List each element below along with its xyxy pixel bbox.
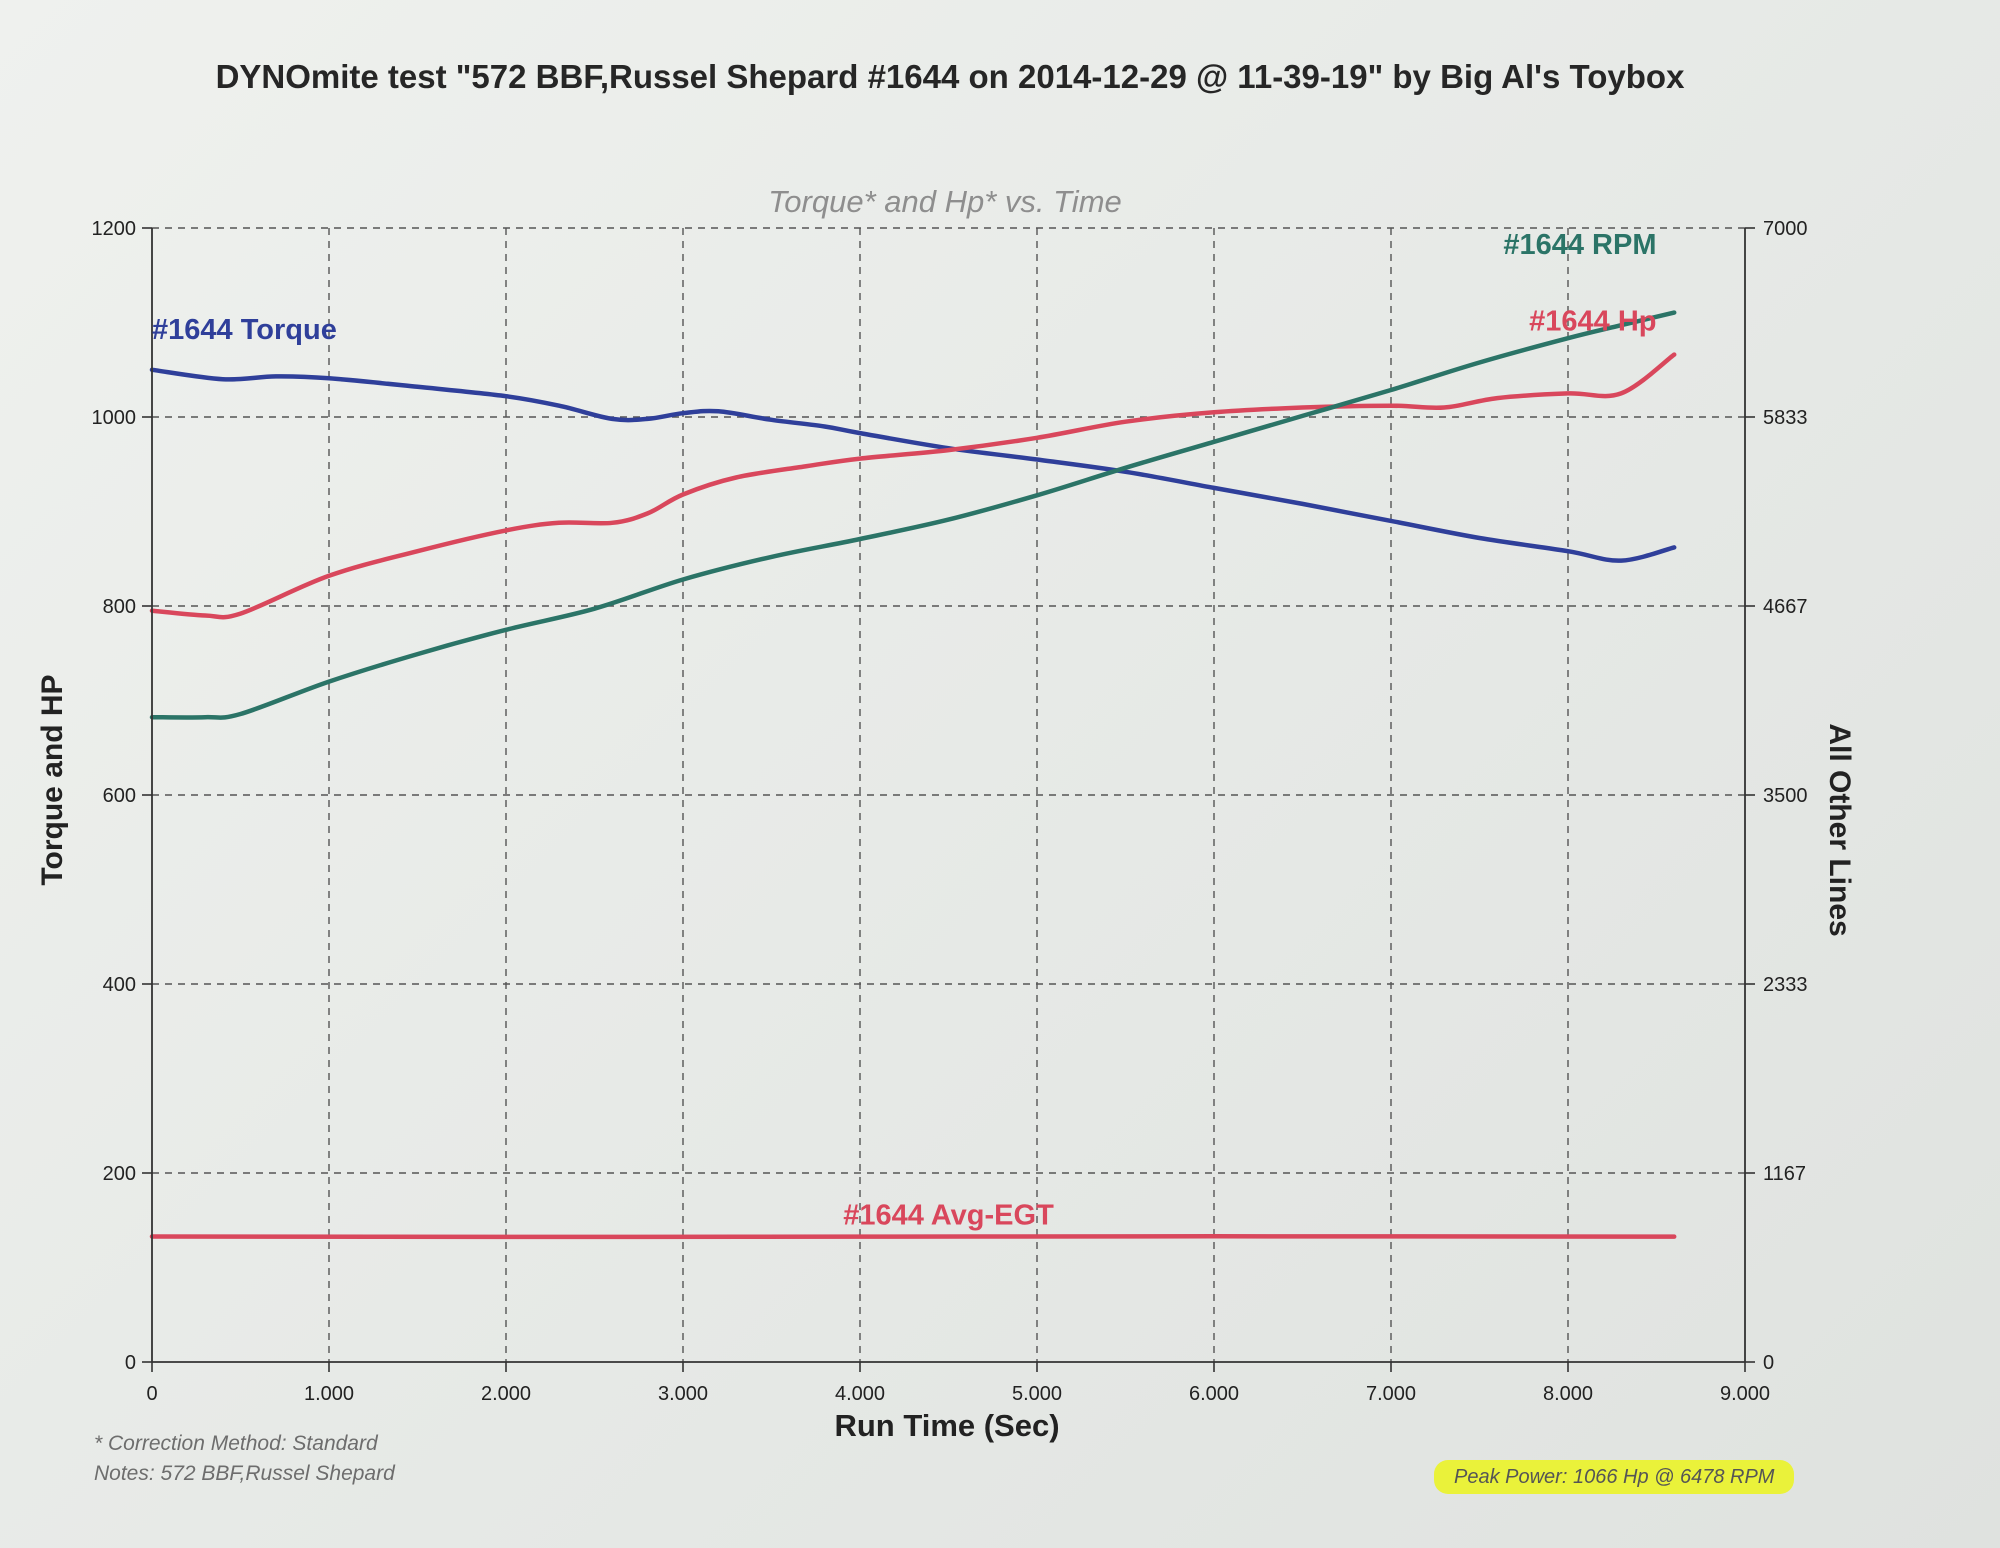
y-tick-label: 1000 — [92, 407, 137, 429]
correction-method-note: * Correction Method: Standard — [94, 1432, 378, 1455]
x-tick-label: 6.000 — [1189, 1383, 1239, 1405]
x-tick-label: 3.000 — [658, 1383, 708, 1405]
x-tick-label: 7.000 — [1366, 1383, 1416, 1405]
chart-title: Torque* and Hp* vs. Time — [768, 184, 1122, 219]
x-tick-label: 8.000 — [1543, 1383, 1593, 1405]
axes: 0 1.000 2.000 3.000 4.000 5.000 6.000 7.000 8.00… — [92, 218, 1808, 1405]
y-axis-right-label: All Other Lines — [1823, 723, 1856, 936]
y-tick-label: 400 — [103, 974, 136, 996]
y-tick-label: 800 — [103, 596, 136, 618]
y-tick-label: 200 — [103, 1163, 136, 1185]
series-label-1644-avg-egt: #1644 Avg-EGT — [843, 1200, 1054, 1232]
y2-tick-label: 1167 — [1763, 1163, 1806, 1185]
y2-tick-label: 0 — [1763, 1352, 1774, 1374]
x-tick-label: 1.000 — [304, 1383, 354, 1405]
y-tick-label: 1200 — [92, 218, 137, 240]
series-line-1644-avg-egt — [149, 1234, 1677, 1240]
x-tick-label: 2.000 — [481, 1383, 531, 1405]
peak-power-badge: Peak Power: 1066 Hp @ 6478 RPM — [1434, 1460, 1795, 1494]
grid-lines — [152, 227, 1745, 1362]
x-tick-label: 9.000 — [1720, 1383, 1770, 1405]
y2-tick-label: 4667 — [1763, 596, 1808, 618]
x-tick-label: 5.000 — [1012, 1383, 1062, 1405]
series-label-1644-rpm: #1644 RPM — [1503, 229, 1656, 261]
y2-tick-label: 2333 — [1763, 974, 1808, 996]
series-line-1644-torque — [149, 367, 1677, 563]
x-tick-label: 4.000 — [835, 1383, 885, 1405]
series-lines — [149, 310, 1677, 1240]
notes-line: Notes: 572 BBF,Russel Shepard — [94, 1462, 395, 1485]
y2-tick-label: 7000 — [1763, 218, 1808, 240]
y-tick-label: 600 — [103, 785, 136, 807]
y2-tick-label: 3500 — [1763, 785, 1808, 807]
x-axis-label: Run Time (Sec) — [834, 1408, 1059, 1443]
series-label-1644-torque: #1644 Torque — [152, 314, 337, 346]
x-tick-label: 0 — [146, 1383, 157, 1405]
page-title: DYNOmite test "572 BBF,Russel Shepard #1… — [215, 58, 1685, 95]
y2-tick-label: 5833 — [1763, 407, 1808, 429]
y-axis-left-label: Torque and HP — [36, 674, 69, 885]
series-label-1644-hp: #1644 Hp — [1529, 306, 1656, 338]
series-labels: #1644 Torque #1644 Hp #1644 RPM #1644 Avg-E… — [152, 229, 1657, 1232]
series-line-1644-hp — [149, 352, 1677, 620]
y-tick-label: 0 — [125, 1352, 136, 1374]
series-line-1644-rpm — [149, 310, 1677, 720]
